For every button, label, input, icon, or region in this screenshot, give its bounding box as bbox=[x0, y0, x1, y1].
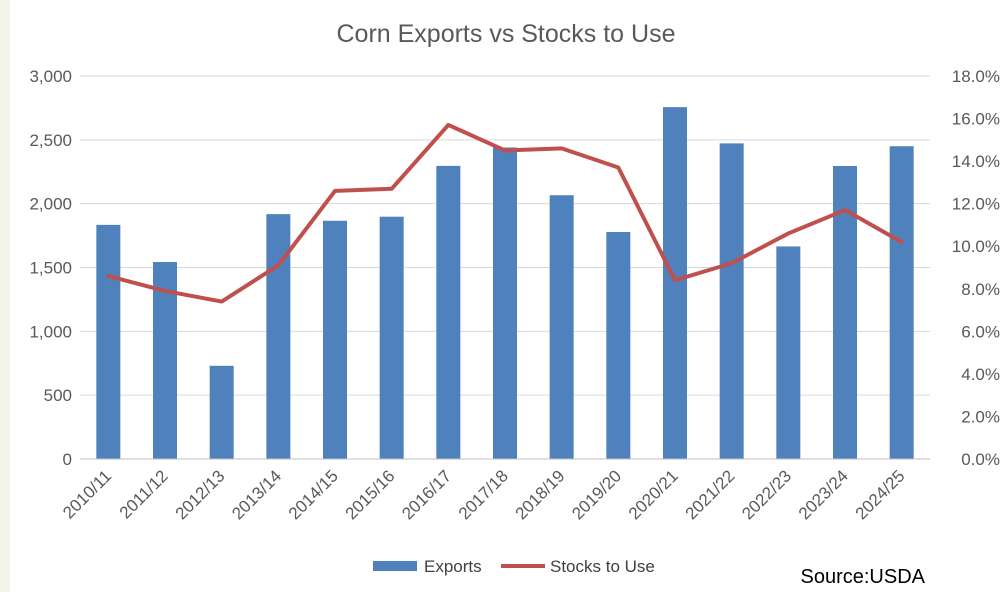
bar-exports bbox=[606, 232, 631, 459]
bar-exports bbox=[663, 107, 687, 459]
x-tick-label: 2016/17 bbox=[398, 466, 455, 523]
bar-exports bbox=[776, 246, 801, 459]
exports-bars bbox=[96, 107, 914, 460]
chart-title: Corn Exports vs Stocks to Use bbox=[336, 20, 675, 48]
x-tick-label: 2013/14 bbox=[228, 466, 285, 523]
x-tick-label: 2024/25 bbox=[852, 466, 909, 523]
stocks-line bbox=[106, 122, 904, 304]
x-tick-label: 2019/20 bbox=[568, 466, 625, 523]
chart-frame: Corn Exports vs Stocks to Use 0 500 1,000 1… bbox=[10, 0, 1005, 592]
x-axis: 2010/11 2011/12 2012/13 2013/14 2014/15 2015/… bbox=[59, 458, 930, 523]
right-tick-label: 2.0% bbox=[961, 407, 1000, 426]
left-tick-label: 3,000 bbox=[29, 67, 72, 86]
x-tick-label: 2015/16 bbox=[342, 466, 399, 523]
x-tick-label: 2023/24 bbox=[795, 466, 852, 523]
left-tick-label: 1,500 bbox=[29, 259, 72, 278]
right-tick-label: 14.0% bbox=[952, 152, 1000, 171]
bar-exports bbox=[493, 147, 517, 459]
x-tick-label: 2010/11 bbox=[59, 466, 115, 522]
right-tick-label: 12.0% bbox=[952, 195, 1000, 214]
legend-label-stocks: Stocks to Use bbox=[550, 557, 655, 576]
bar-exports bbox=[719, 143, 744, 459]
left-tick-label: 0 bbox=[63, 450, 72, 469]
bar-exports bbox=[266, 214, 291, 459]
right-tick-label: 10.0% bbox=[952, 237, 1000, 256]
bar-exports bbox=[96, 224, 121, 459]
legend-swatch-exports bbox=[373, 561, 417, 571]
right-axis: 0.0% 2.0% 4.0% 6.0% 8.0% 10.0% 12.0% 14.0% 16.0%… bbox=[952, 67, 1000, 469]
left-axis: 0 500 1,000 1,500 2,000 2,500 3,000 bbox=[29, 67, 72, 469]
right-tick-label: 18.0% bbox=[952, 67, 1000, 86]
x-tick-label: 2022/23 bbox=[738, 466, 795, 523]
x-tick-label: 2021/22 bbox=[682, 466, 739, 523]
bar-exports bbox=[889, 146, 914, 459]
left-tick-label: 2,500 bbox=[29, 131, 72, 150]
legend-label-exports: Exports bbox=[424, 557, 482, 576]
left-tick-label: 1,000 bbox=[29, 322, 72, 341]
right-tick-label: 6.0% bbox=[961, 322, 1000, 341]
right-tick-label: 4.0% bbox=[961, 365, 1000, 384]
x-tick-label: 2014/15 bbox=[285, 466, 342, 523]
x-tick-label: 2011/12 bbox=[116, 466, 172, 522]
left-tick-label: 500 bbox=[44, 386, 72, 405]
source-note: Source:USDA bbox=[801, 566, 926, 588]
right-tick-label: 16.0% bbox=[952, 110, 1000, 129]
x-tick-label: 2018/19 bbox=[512, 466, 569, 523]
bar-exports bbox=[209, 365, 234, 459]
x-tick-label: 2017/18 bbox=[455, 466, 512, 523]
legend: Exports Stocks to Use bbox=[373, 557, 655, 576]
bar-exports bbox=[323, 220, 347, 459]
bar-exports bbox=[153, 262, 177, 459]
left-tick-label: 2,000 bbox=[29, 195, 72, 214]
x-tick-label: 2012/13 bbox=[172, 466, 229, 523]
right-tick-label: 8.0% bbox=[961, 280, 1000, 299]
x-tick-label: 2020/21 bbox=[625, 466, 682, 523]
chart-svg: Corn Exports vs Stocks to Use 0 500 1,000 1… bbox=[29, 20, 1000, 588]
bar-exports bbox=[436, 165, 461, 460]
bar-exports bbox=[379, 216, 404, 459]
bar-exports bbox=[549, 195, 574, 459]
right-tick-label: 0.0% bbox=[961, 450, 1000, 469]
